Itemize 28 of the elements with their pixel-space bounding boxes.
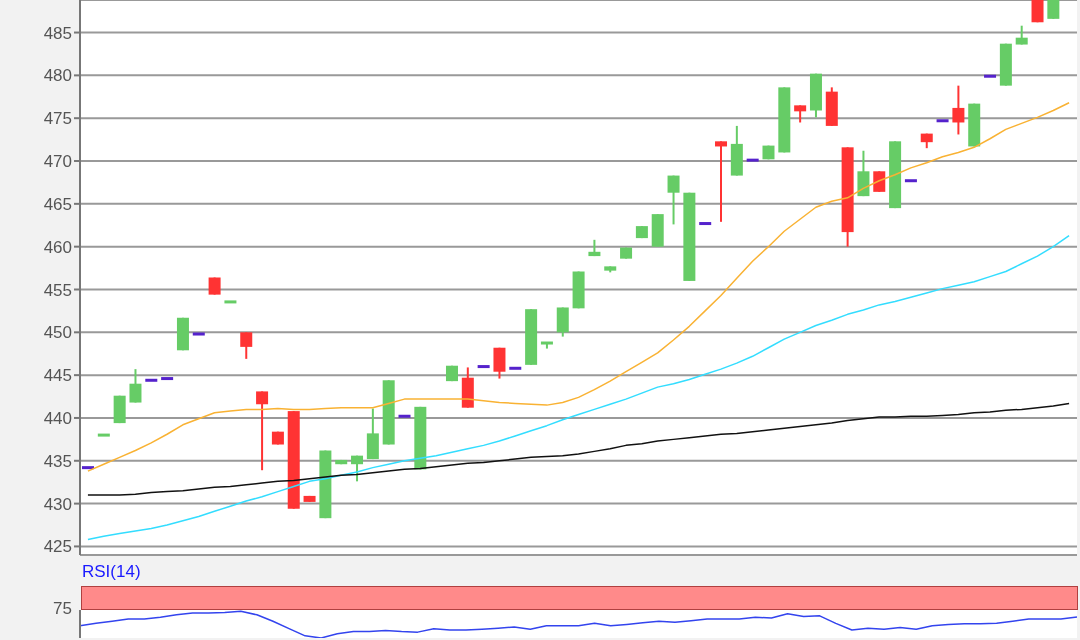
y-tick-label: 470 — [43, 152, 72, 172]
candlestick — [256, 390, 269, 472]
candlestick — [715, 140, 728, 223]
line-series — [87, 402, 1070, 496]
y-tick-label: 475 — [43, 109, 72, 129]
candlestick — [351, 454, 364, 483]
y-tick-label: 435 — [43, 451, 72, 471]
y-tick-label: 430 — [43, 494, 72, 514]
candlestick — [240, 331, 253, 360]
y-tick-label: 445 — [43, 366, 72, 386]
candlestick — [129, 368, 142, 404]
y-tick-label: 455 — [43, 280, 72, 300]
text: 75 — [53, 599, 72, 619]
candlestick — [493, 346, 506, 380]
y-tick-label: 425 — [43, 537, 72, 557]
candlestick — [667, 174, 680, 226]
candlestick — [1047, 0, 1060, 20]
y-tick-label: 450 — [43, 323, 72, 343]
line-series — [87, 234, 1070, 541]
y-tick-label: 485 — [43, 23, 72, 43]
candlestick — [952, 84, 965, 136]
candlestick — [1015, 24, 1028, 46]
y-tick-label: 460 — [43, 237, 72, 257]
y-tick-label: 440 — [43, 409, 72, 428]
y-tick-label: 480 — [43, 66, 72, 86]
chart-title: RSI(14) — [82, 562, 141, 582]
line-series — [87, 102, 1070, 472]
y-tick-label: 465 — [43, 194, 72, 214]
